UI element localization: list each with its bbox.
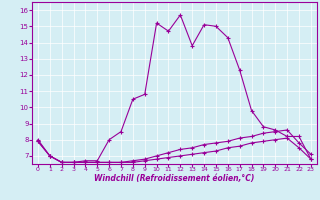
X-axis label: Windchill (Refroidissement éolien,°C): Windchill (Refroidissement éolien,°C) [94, 174, 255, 183]
